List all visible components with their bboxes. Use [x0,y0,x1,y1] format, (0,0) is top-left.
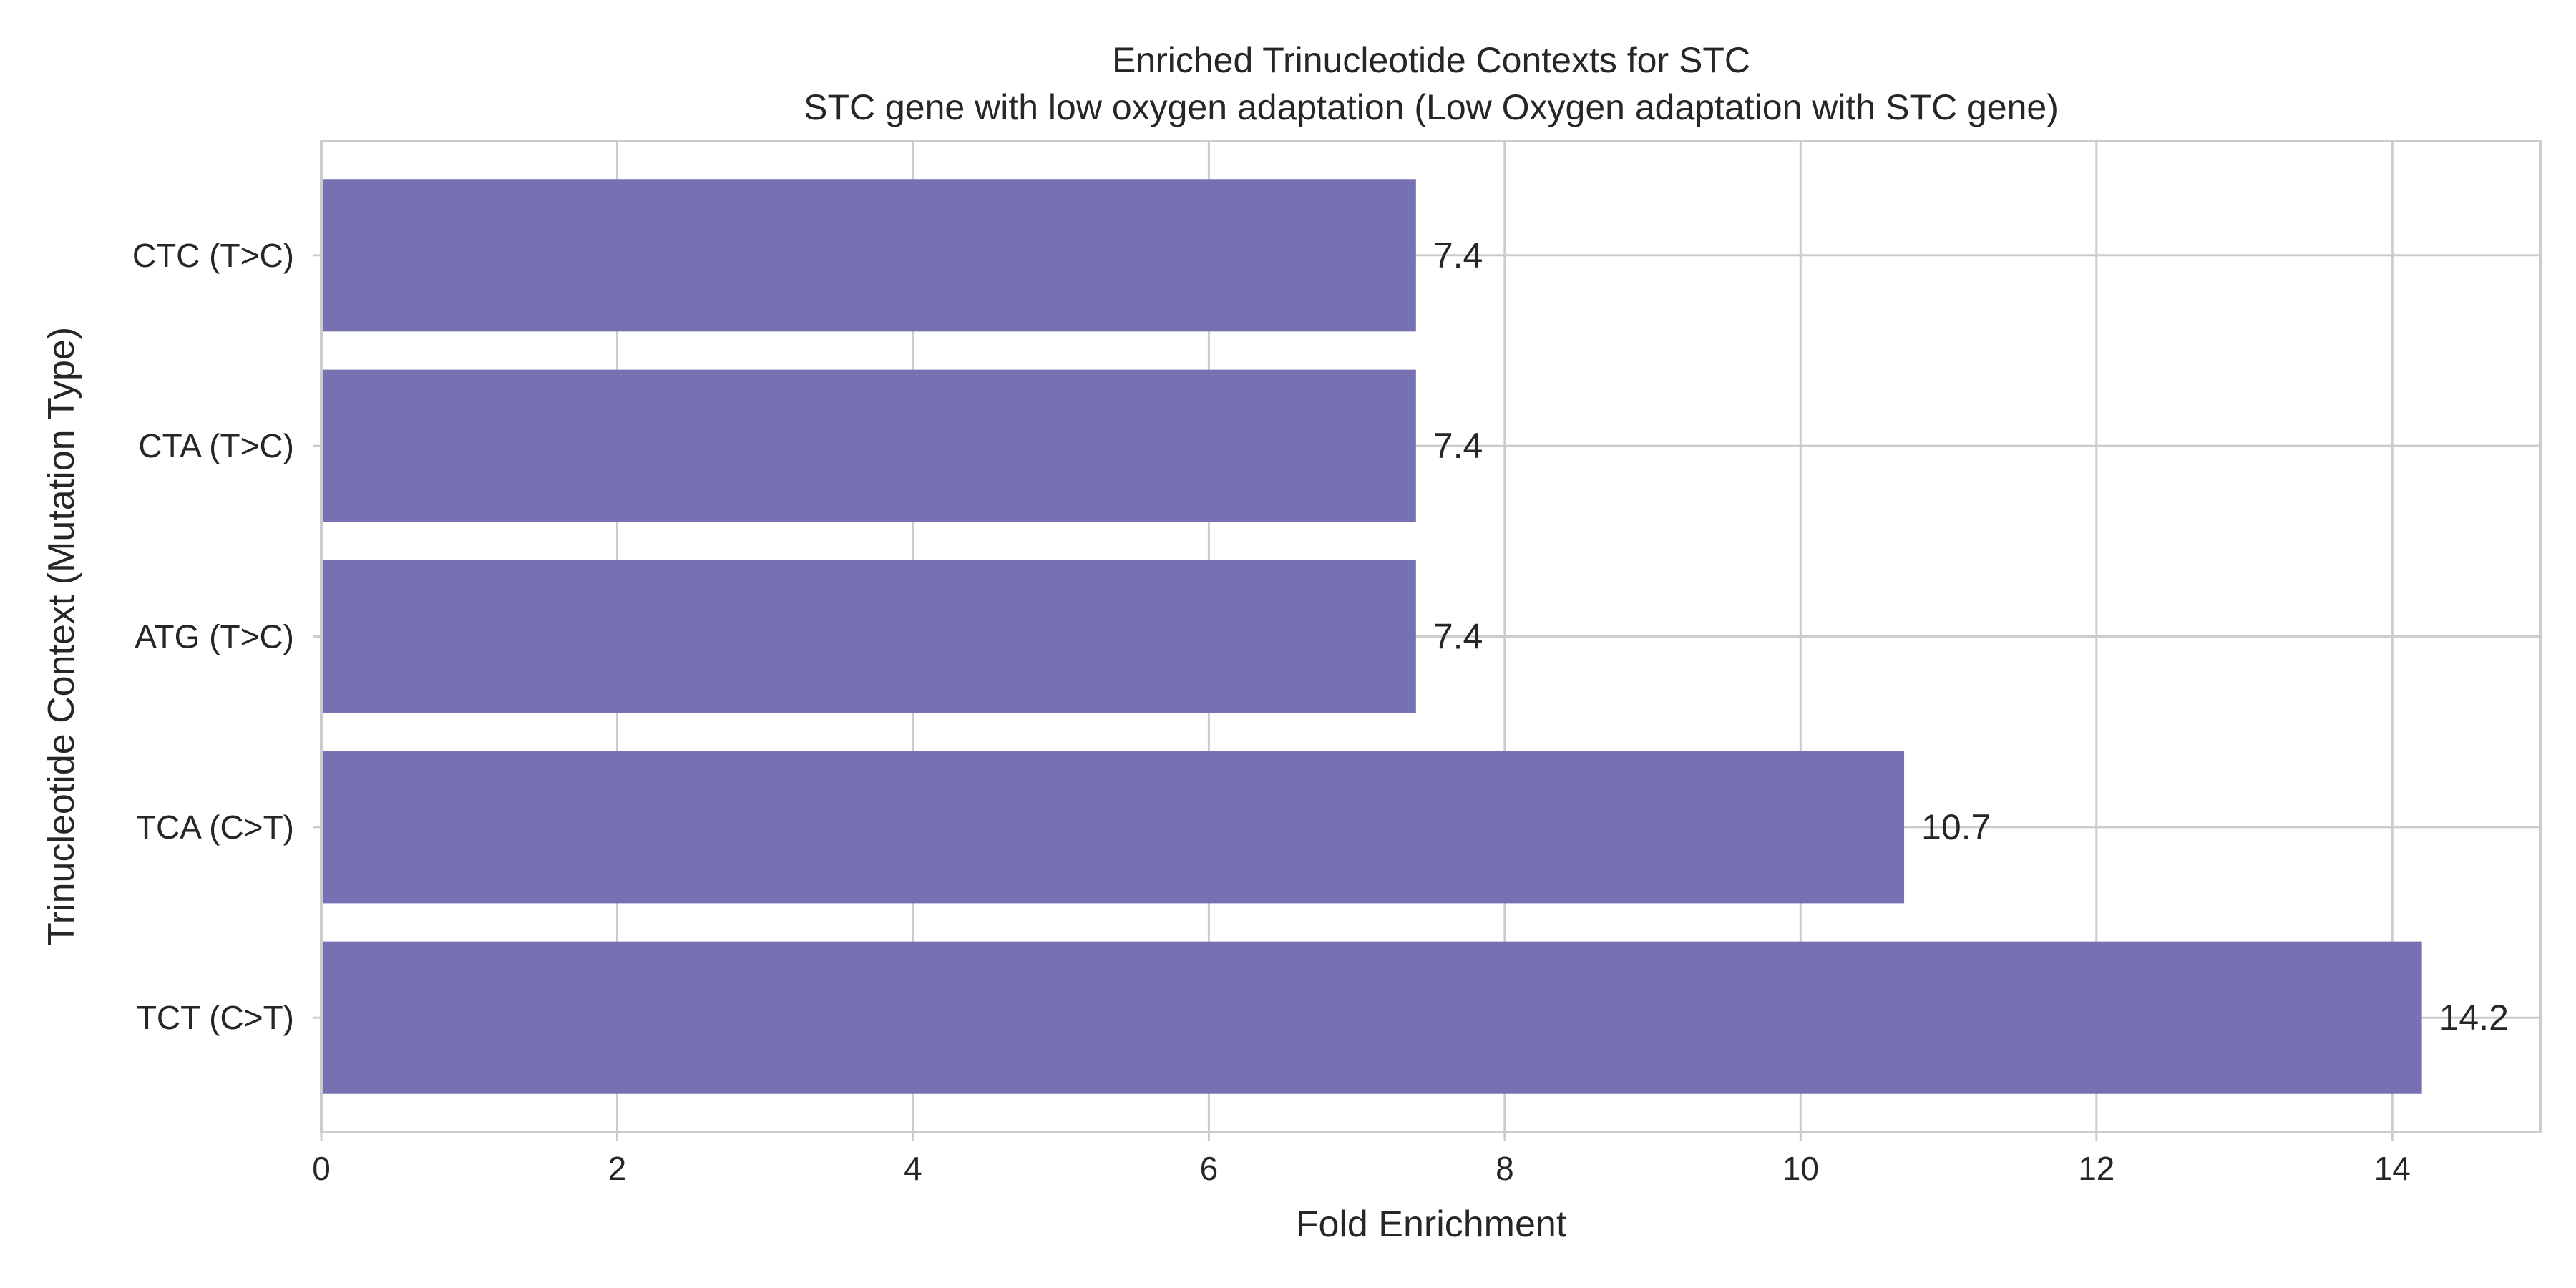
bar [321,751,1905,904]
y-axis-ticks: TCT (C>T) TCA (C>T) ATG (T>C) CTA (T>C) CTC … [132,237,321,1036]
y-tick-label: ATG (T>C) [135,618,294,655]
y-tick-label: TCT (C>T) [137,999,294,1036]
x-tick-label: 6 [1200,1150,1219,1187]
x-tick-label: 14 [2374,1150,2411,1187]
chart-subtitle: STC gene with low oxygen adaptation (Low… [804,87,2059,127]
value-labels: 14.2 10.7 7.4 7.4 7.4 [1433,235,2509,1038]
y-tick-label: CTC (T>C) [132,237,294,274]
x-tick-label: 2 [608,1150,627,1187]
x-axis-ticks: 0 2 4 6 8 10 12 14 [312,1132,2411,1187]
bar-value-label: 14.2 [2439,997,2509,1038]
x-tick-label: 0 [312,1150,331,1187]
bars [321,179,2422,1094]
x-tick-label: 12 [2078,1150,2114,1187]
bar [321,941,2422,1094]
y-axis-label: Trinucleotide Context (Mutation Type) [41,327,82,945]
bar [321,369,1416,522]
bar [321,560,1416,713]
bar-value-label: 10.7 [1921,807,1991,847]
bar-value-label: 7.4 [1433,617,1483,657]
bar-value-label: 7.4 [1433,235,1483,275]
bar-value-label: 7.4 [1433,426,1483,466]
y-tick-label: TCA (C>T) [136,809,294,846]
bar [321,179,1416,332]
chart-title: Enriched Trinucleotide Contexts for STC [1112,40,1750,80]
x-tick-label: 4 [904,1150,922,1187]
x-tick-label: 8 [1496,1150,1514,1187]
x-axis-label: Fold Enrichment [1296,1204,1567,1245]
plot-frame [320,140,2542,1133]
x-tick-label: 10 [1782,1150,1819,1187]
y-tick-label: CTA (T>C) [138,427,294,464]
